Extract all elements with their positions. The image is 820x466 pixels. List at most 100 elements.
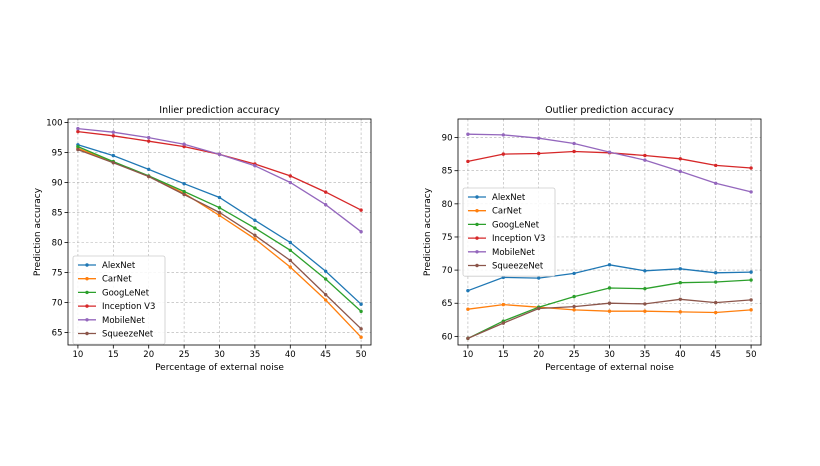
legend-label: MobileNet <box>102 316 145 326</box>
chart-title: Inlier prediction accuracy <box>159 105 280 116</box>
data-point <box>572 141 576 146</box>
x-tick-label: 15 <box>108 350 119 360</box>
y-axis-label: Prediction accuracy <box>33 187 43 276</box>
x-tick-label: 50 <box>746 350 757 360</box>
legend-item: Inception V3 <box>78 302 155 312</box>
y-tick-label: 95 <box>52 149 63 159</box>
x-tick-label: 40 <box>675 350 686 360</box>
data-point <box>643 158 647 162</box>
data-point <box>359 309 363 314</box>
data-point <box>288 265 292 269</box>
y-tick-label: 65 <box>442 299 453 309</box>
legend-item: MobileNet <box>78 316 145 326</box>
data-point <box>537 276 541 280</box>
data-point <box>288 180 292 185</box>
legend-item: AlexNet <box>468 193 526 203</box>
x-axis-label: Percentage of external noise <box>545 363 674 373</box>
series-squeezenet <box>466 297 753 341</box>
data-point <box>111 130 116 134</box>
data-point <box>643 269 647 273</box>
series-alexnet <box>76 143 363 306</box>
data-point <box>217 195 222 200</box>
data-point <box>217 152 222 157</box>
data-point <box>572 271 576 276</box>
x-tick-label: 25 <box>179 350 190 360</box>
y-tick-label: 90 <box>52 179 63 189</box>
data-point <box>288 248 292 252</box>
chart-2: 10 15 20 25 30 35 40 45 50 60 65 70 75 80 85 90 Outlier … <box>423 105 762 373</box>
data-point <box>323 292 328 297</box>
data-point <box>217 213 222 218</box>
legend-swatch-marker <box>475 222 479 227</box>
legend-swatch-marker <box>85 263 89 267</box>
data-point <box>253 164 257 168</box>
x-tick-label: 10 <box>462 350 473 360</box>
data-point <box>111 153 116 158</box>
x-tick-label: 35 <box>249 350 260 360</box>
data-point <box>253 237 257 241</box>
data-point <box>572 308 576 312</box>
x-axis-label: Percentage of external noise <box>155 363 284 373</box>
data-point <box>749 190 753 194</box>
data-point <box>678 169 682 174</box>
legend: AlexNet CarNet GoogLeNet Inception V3 Mobile… <box>462 187 556 277</box>
data-point <box>749 308 753 312</box>
y-tick-label: 70 <box>52 298 63 308</box>
x-tick-label: 10 <box>72 350 83 360</box>
chart-1: 10 15 20 25 30 35 40 45 50 65 70 75 80 85 90 95 100 Inlie… <box>33 105 372 373</box>
data-point <box>76 129 80 134</box>
x-tick-label: 40 <box>285 350 296 360</box>
y-tick-label: 75 <box>52 268 63 278</box>
data-point <box>217 206 222 210</box>
legend-swatch-marker <box>85 304 89 308</box>
series-mobilenet <box>76 126 363 234</box>
data-point <box>76 126 80 131</box>
data-point <box>288 240 292 245</box>
data-point <box>572 294 576 299</box>
data-point <box>323 298 328 302</box>
x-tick-label: 25 <box>569 350 580 360</box>
data-point <box>501 321 506 325</box>
data-point <box>323 277 328 281</box>
legend-item: CarNet <box>78 275 132 285</box>
data-point <box>501 152 506 156</box>
legend-swatch-marker <box>85 277 89 281</box>
data-point <box>466 307 470 311</box>
y-axis-label: Prediction accuracy <box>423 187 433 276</box>
x-tick-label: 30 <box>604 350 615 360</box>
x-tick-label: 15 <box>498 350 509 360</box>
series-googlenet <box>466 278 753 341</box>
data-point <box>607 150 612 154</box>
legend-item: AlexNet <box>78 261 136 271</box>
y-tick-label: 85 <box>442 167 453 177</box>
data-point <box>323 190 328 194</box>
legend-item: MobileNet <box>468 248 535 258</box>
data-point <box>217 210 222 215</box>
data-point <box>572 304 576 309</box>
data-point <box>182 182 186 186</box>
y-tick-label: 60 <box>442 332 453 342</box>
legend-label: AlexNet <box>102 261 136 271</box>
series-mobilenet <box>466 132 753 194</box>
y-tick-label: 75 <box>442 233 453 243</box>
data-point <box>359 208 363 212</box>
data-point <box>111 134 116 138</box>
data-point <box>607 309 612 313</box>
legend-label: GoogLeNet <box>102 288 150 298</box>
data-point <box>111 161 116 165</box>
data-point <box>713 163 718 168</box>
x-tick-label: 50 <box>356 350 367 360</box>
data-point <box>147 167 151 172</box>
data-point <box>643 286 647 291</box>
data-point <box>323 203 328 207</box>
x-tick-label: 45 <box>710 350 721 360</box>
legend: AlexNet CarNet GoogLeNet Inception V3 Mobile… <box>72 255 166 345</box>
data-point <box>466 336 470 341</box>
data-point <box>643 302 647 306</box>
legend-label: Inception V3 <box>102 302 155 312</box>
legend-item: CarNet <box>468 207 522 217</box>
x-tick-label: 35 <box>639 350 650 360</box>
data-point <box>359 302 363 306</box>
